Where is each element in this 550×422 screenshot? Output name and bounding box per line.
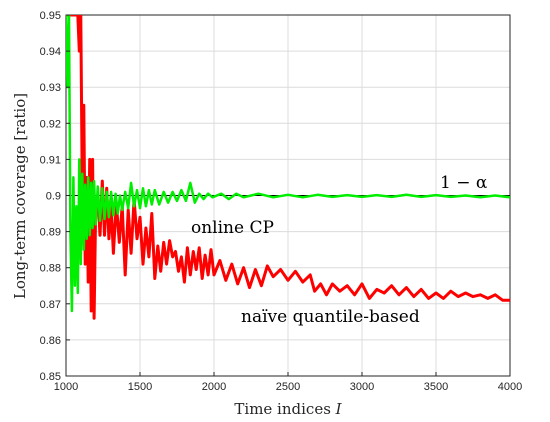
x-axis-label-text: Time indices xyxy=(234,400,335,418)
x-axis-label: Time indices I xyxy=(234,400,342,418)
series-online-cp-line xyxy=(66,15,510,313)
y-tick-labels: 0.85 0.86 0.87 0.88 0.89 0.9 0.91 0.92 0.93 0.94 0… xyxy=(40,10,70,383)
series-group xyxy=(66,15,510,320)
x-tick-label: 3000 xyxy=(350,381,374,393)
y-tick-label: 0.92 xyxy=(40,118,61,130)
y-tick-label: 0.93 xyxy=(40,82,61,94)
y-tick-label: 0.85 xyxy=(40,371,61,383)
x-tick-label: 4000 xyxy=(498,381,522,393)
x-tick-label: 3500 xyxy=(424,381,448,393)
y-tick-label: 0.94 xyxy=(40,46,61,58)
y-tick-label: 0.91 xyxy=(40,154,61,166)
y-axis-label: Long-term coverage [ratio] xyxy=(11,93,29,299)
y-tick-label: 0.86 xyxy=(40,335,61,347)
x-tick-label: 1000 xyxy=(54,381,78,393)
x-tick-label: 2500 xyxy=(276,381,300,393)
annotation-naive: naïve quantile-based xyxy=(241,307,420,327)
annotation-alpha: 1 − α xyxy=(440,173,488,193)
y-tick-label: 0.87 xyxy=(40,299,61,311)
annotation-online-cp: online CP xyxy=(191,218,274,238)
y-tick-label: 0.9 xyxy=(46,191,61,203)
y-tick-label: 0.89 xyxy=(40,227,61,239)
x-tick-label: 1500 xyxy=(128,381,152,393)
x-axis-label-variable: I xyxy=(335,400,343,418)
y-tick-label: 0.88 xyxy=(40,263,61,275)
x-tick-label: 2000 xyxy=(202,381,226,393)
x-tick-labels: 1000 1500 2000 2500 3000 3500 4000 xyxy=(54,372,522,393)
y-tick-label: 0.95 xyxy=(40,10,61,22)
